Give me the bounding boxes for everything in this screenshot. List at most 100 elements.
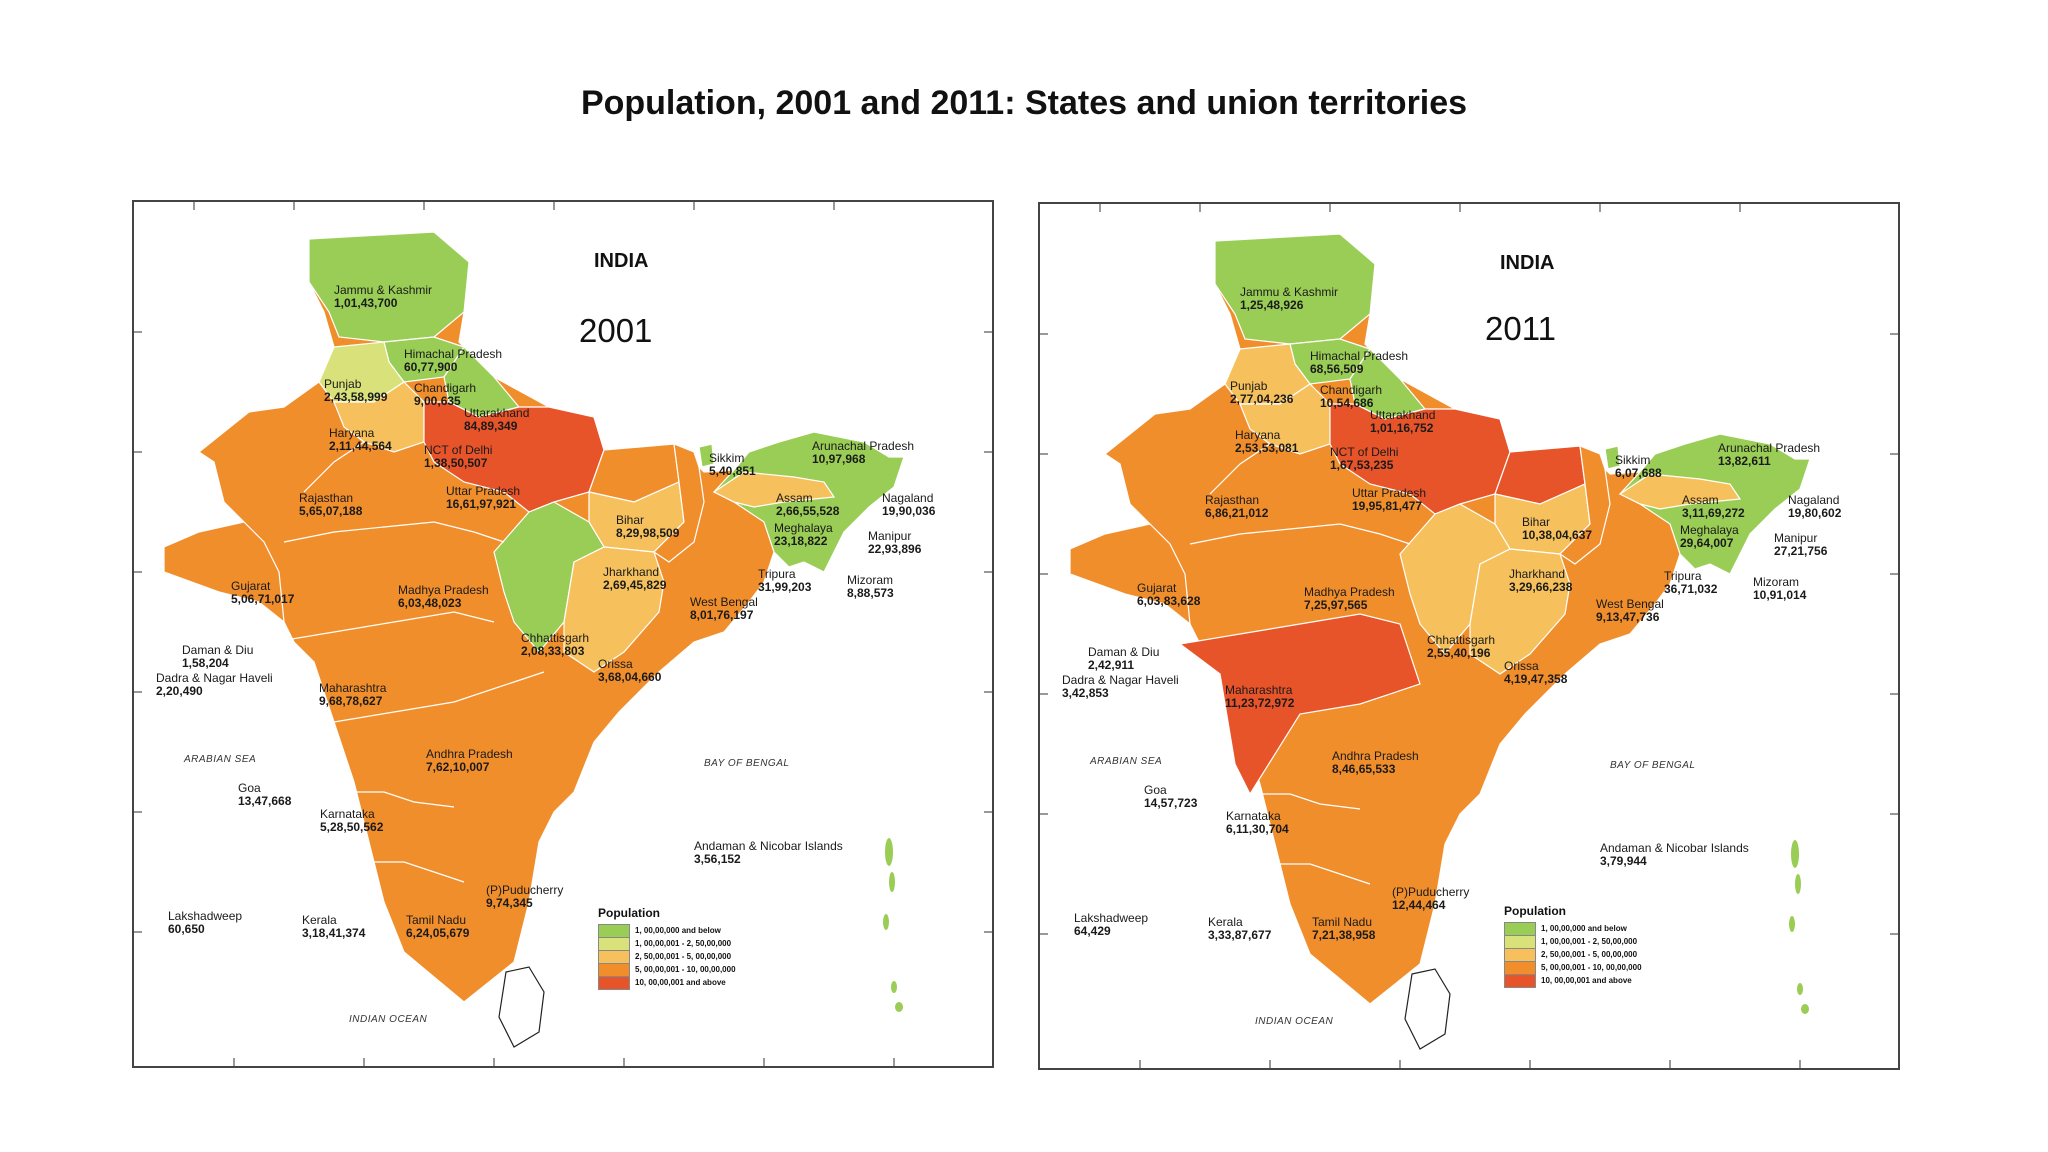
region-label-karnataka: Karnataka 5,28,50,562 [320, 807, 384, 834]
legend-item: 10, 00,00,001 and above [1504, 973, 1642, 988]
region-label-gujarat: Gujarat 6,03,83,628 [1137, 581, 1201, 608]
region-label-bihar: Bihar 10,38,04,637 [1522, 515, 1593, 542]
india-map-2001 [134, 202, 992, 1066]
year-label: 2011 [1485, 310, 1556, 347]
region-label-tamil-nadu: Tamil Nadu 6,24,05,679 [406, 913, 470, 940]
region-label-tamil-nadu: Tamil Nadu 7,21,38,958 [1312, 915, 1376, 942]
legend-swatch [598, 936, 630, 951]
andaman-nicobar-islands [1789, 840, 1809, 1014]
legend-swatch [1504, 960, 1536, 975]
region-label-orissa: Orissa 3,68,04,660 [598, 657, 662, 684]
region-label-himachal-pradesh: Himachal Pradesh 60,77,900 [404, 347, 503, 374]
legend-item: 1, 00,00,001 - 2, 50,00,000 [598, 936, 736, 951]
region-label-punjab: Punjab 2,77,04,236 [1230, 379, 1294, 406]
region-label-daman-diu: Daman & Diu 2,42,911 [1088, 645, 1160, 672]
region-label-mizoram: Mizoram 10,91,014 [1753, 575, 1807, 602]
region-label-manipur: Manipur 27,21,756 [1774, 531, 1828, 558]
region-label-goa: Goa 13,47,668 [238, 781, 292, 808]
legend-swatch [598, 949, 630, 964]
region-fill-west-bengal [1559, 445, 1611, 565]
region-label-tripura: Tripura 31,99,203 [758, 567, 812, 594]
region-label-nct-delhi: NCT of Delhi 1,67,53,235 [1330, 445, 1399, 472]
legend-swatch [1504, 921, 1536, 936]
region-label-jharkhand: Jharkhand 3,29,66,238 [1509, 567, 1573, 594]
sri-lanka-shape [498, 966, 545, 1048]
sea-label-bay-of-bengal: BAY OF BENGAL [704, 758, 790, 769]
sea-label-indian-ocean: INDIAN OCEAN [1255, 1016, 1334, 1027]
region-label-maharashtra: Maharashtra 9,68,78,627 [319, 681, 387, 708]
region-label-orissa: Orissa 4,19,47,358 [1504, 659, 1568, 686]
region-fill-orissa [1469, 548, 1571, 675]
sea-label-bay-of-bengal: BAY OF BENGAL [1610, 760, 1696, 771]
legend-title: Population [1504, 904, 1566, 918]
region-label-madhya-pradesh: Madhya Pradesh 7,25,97,565 [1304, 585, 1395, 612]
legend: Population 1, 00,00,000 and below 1, 00,… [598, 906, 736, 990]
map-graticule-ticks [1040, 204, 1898, 1068]
region-label-andaman-nicobar: Andaman & Nicobar Islands 3,56,152 [694, 839, 843, 866]
region-label-mizoram: Mizoram 8,88,573 [847, 573, 894, 600]
legend-swatch [598, 962, 630, 977]
region-label-haryana: Haryana 2,53,53,081 [1235, 428, 1299, 455]
region-label-nagaland: Nagaland 19,90,036 [882, 491, 936, 518]
legend-item: 5, 00,00,001 - 10, 00,00,000 [1504, 960, 1642, 975]
map-panel-2001: INDIA 2001 Jammu & Kashmir 1,01,43,700 Hi… [132, 200, 994, 1068]
region-label-gujarat: Gujarat 5,06,71,017 [231, 579, 295, 606]
region-label-andhra-pradesh: Andhra Pradesh 8,46,65,533 [1332, 749, 1419, 776]
region-label-chhattisgarh: Chhattisgarh 2,08,33,803 [521, 631, 590, 658]
sea-label-arabian: ARABIAN SEA [184, 754, 257, 765]
legend-swatch [1504, 947, 1536, 962]
legend-item: 1, 00,00,001 - 2, 50,00,000 [1504, 934, 1642, 949]
region-fill-orissa [563, 546, 665, 673]
region-label-tripura: Tripura 36,71,032 [1664, 569, 1718, 596]
region-label-uttarakhand: Uttarakhand 1,01,16,752 [1370, 408, 1436, 435]
region-label-daman-diu: Daman & Diu 1,58,204 [182, 643, 254, 670]
region-label-dadra-nagar-haveli: Dadra & Nagar Haveli 2,20,490 [156, 671, 273, 698]
region-label-assam: Assam 2,66,55,528 [776, 491, 840, 518]
region-fill-gujarat [1069, 523, 1191, 626]
region-label-kerala: Kerala 3,18,41,374 [302, 913, 366, 940]
region-label-arunachal-pradesh: Arunachal Pradesh 10,97,968 [812, 439, 915, 466]
region-label-kerala: Kerala 3,33,87,677 [1208, 915, 1272, 942]
legend-swatch [1504, 934, 1536, 949]
region-label-puducherry: (P)Puducherry 12,44,464 [1392, 885, 1470, 912]
region-label-uttarakhand: Uttarakhand 84,89,349 [464, 406, 530, 433]
region-label-lakshadweep: Lakshadweep 60,650 [168, 909, 243, 936]
region-fill-sikkim [1604, 445, 1621, 470]
map-panel-2011: INDIA 2011 Jammu & Kashmir 1,25,48,926 Hi… [1038, 202, 1900, 1070]
sea-label-indian-ocean: INDIAN OCEAN [349, 1014, 428, 1025]
region-label-uttar-pradesh: Uttar Pradesh 16,61,97,921 [446, 484, 521, 511]
sea-label-arabian: ARABIAN SEA [1090, 756, 1163, 767]
map-heading: INDIA [1500, 252, 1555, 274]
region-label-puducherry: (P)Puducherry 9,74,345 [486, 883, 564, 910]
map-graticule-ticks [134, 202, 992, 1066]
region-label-punjab: Punjab 2,43,58,999 [324, 377, 388, 404]
legend-item: 2, 50,00,001 - 5, 00,00,000 [598, 949, 736, 964]
region-fill-gujarat [163, 521, 285, 624]
legend-title: Population [598, 906, 660, 920]
region-label-rajasthan: Rajasthan 6,86,21,012 [1205, 493, 1269, 520]
region-label-bihar: Bihar 8,29,98,509 [616, 513, 680, 540]
legend-swatch [598, 923, 630, 938]
region-label-lakshadweep: Lakshadweep 64,429 [1074, 911, 1149, 938]
region-label-andhra-pradesh: Andhra Pradesh 7,62,10,007 [426, 747, 513, 774]
region-label-haryana: Haryana 2,11,44,564 [329, 426, 392, 453]
andaman-nicobar-islands [883, 838, 903, 1012]
region-label-nct-delhi: NCT of Delhi 1,38,50,507 [424, 443, 493, 470]
region-fill-assam [712, 471, 836, 508]
region-label-west-bengal: West Bengal 9,13,47,736 [1596, 597, 1664, 624]
india-map-2011 [1040, 204, 1898, 1068]
region-label-karnataka: Karnataka 6,11,30,704 [1226, 809, 1289, 836]
region-label-uttar-pradesh: Uttar Pradesh 19,95,81,477 [1352, 486, 1427, 513]
region-label-andaman-nicobar: Andaman & Nicobar Islands 3,79,944 [1600, 841, 1749, 868]
region-fill-assam [1618, 473, 1742, 510]
region-label-himachal-pradesh: Himachal Pradesh 68,56,509 [1310, 349, 1409, 376]
map-heading: INDIA [594, 250, 649, 272]
region-fill-sikkim [698, 443, 715, 468]
region-label-jammu-kashmir: Jammu & Kashmir 1,25,48,926 [1240, 285, 1339, 312]
region-label-west-bengal: West Bengal 8,01,76,197 [690, 595, 758, 622]
legend-item: 5, 00,00,001 - 10, 00,00,000 [598, 962, 736, 977]
region-fill-northeast [713, 431, 905, 573]
region-label-sikkim: Sikkim 6,07,688 [1615, 453, 1662, 480]
region-label-rajasthan: Rajasthan 5,65,07,188 [299, 491, 363, 518]
region-fill-maharashtra [1178, 613, 1421, 796]
